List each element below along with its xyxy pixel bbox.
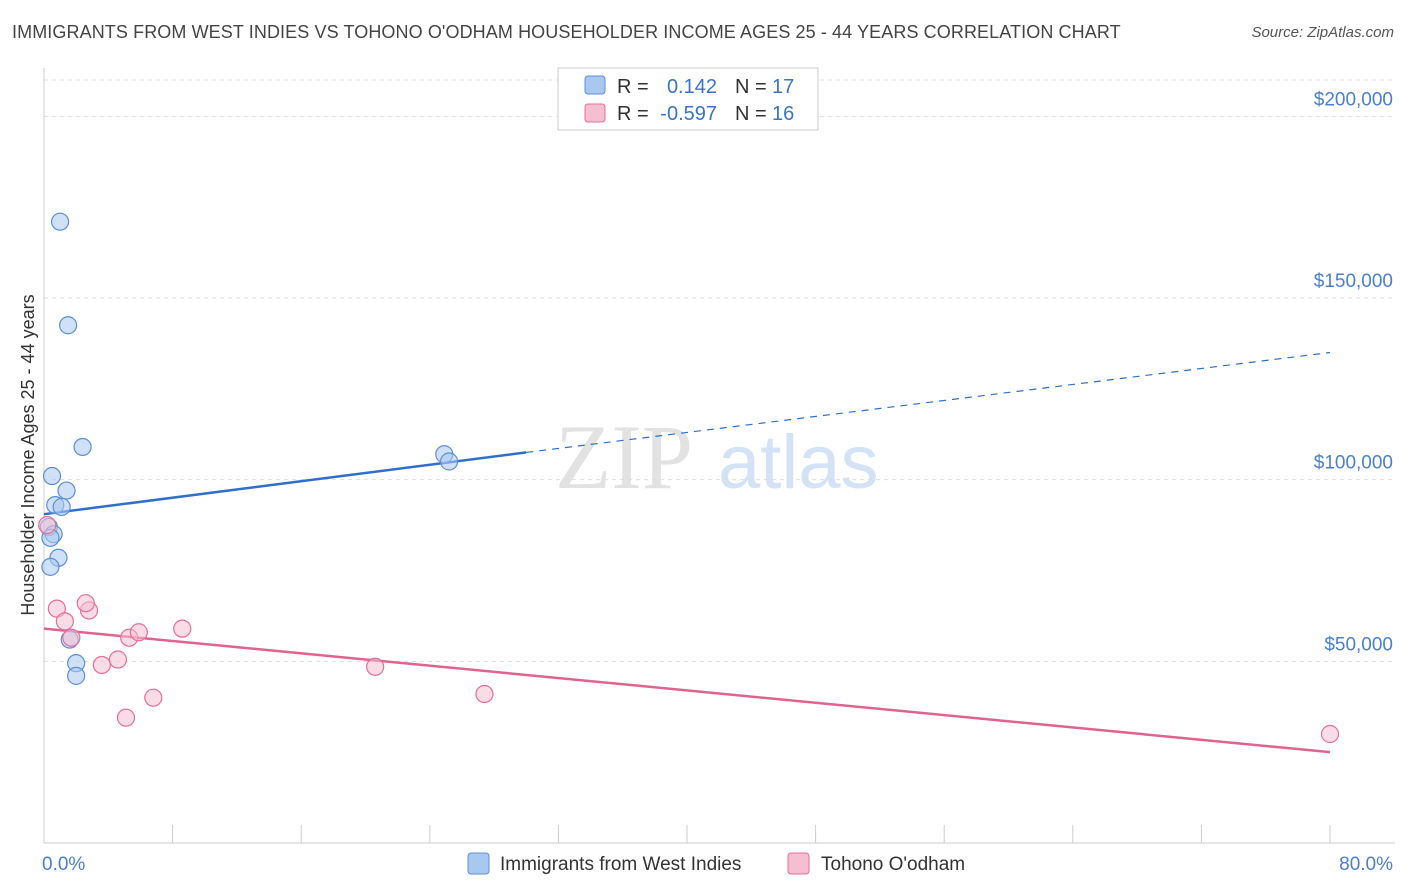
y-tick-label-1: $100,000 (1314, 453, 1393, 474)
correlation-legend: R = 0.142 N = 17 R = -0.597 N = 16 (557, 67, 819, 131)
point-pink-9 (92, 655, 111, 675)
point-pink-14 (475, 684, 494, 704)
point-pink-13 (366, 657, 385, 676)
point-pink-7 (129, 623, 148, 642)
point-pink-5 (76, 594, 95, 613)
point-blue-14 (67, 666, 86, 685)
legend-n-value-1: 17 (772, 76, 794, 98)
watermark-atlas: atlas (718, 420, 879, 505)
point-pink-8 (173, 619, 192, 638)
source-label: Source: ZipAtlas.com (1251, 24, 1394, 41)
point-pink-2 (55, 612, 74, 631)
point-blue-6 (52, 497, 71, 517)
point-blue-1 (59, 316, 78, 335)
legend-swatch-blue (584, 75, 606, 95)
legend-r-value-2: -0.597 (660, 103, 717, 125)
y-tick-label-0: $50,000 (1324, 634, 1393, 655)
series-legend-label-pink: Tohono O'odham (821, 854, 965, 875)
chart-title: IMMIGRANTS FROM WEST INDIES VS TOHONO O'… (12, 22, 1121, 42)
watermark-zip: ZIP (555, 406, 693, 508)
legend-swatch-pink (584, 103, 606, 123)
series-legend-swatch-pink (787, 852, 810, 875)
point-blue-4 (57, 481, 76, 500)
point-blue-2 (73, 437, 92, 457)
series-legend: Immigrants from West Indies Tohono O'odh… (467, 852, 965, 875)
point-pink-0 (38, 515, 57, 535)
legend-r-label-2: R = (617, 103, 649, 125)
x-tick-labels: 0.0% 80.0% (42, 854, 1393, 875)
y-tick-label-2: $150,000 (1314, 271, 1393, 292)
x-tick-label-0: 0.0% (42, 854, 85, 875)
legend-n-value-2: 16 (772, 103, 794, 125)
point-blue-11 (41, 557, 60, 576)
axes (43, 68, 1395, 844)
data-points (38, 212, 1340, 744)
legend-n-label-1: N = (735, 76, 767, 98)
point-pink-10 (108, 650, 128, 669)
y-tick-labels: $50,000 $100,000 $150,000 $200,000 (1314, 89, 1393, 655)
point-pink-3 (62, 628, 81, 647)
point-blue-0 (50, 212, 70, 231)
legend-n-label-2: N = (735, 103, 767, 125)
point-pink-11 (144, 688, 163, 707)
series-legend-swatch-blue (467, 852, 490, 875)
point-blue-3 (42, 466, 62, 486)
point-pink-15 (1320, 724, 1340, 744)
point-pink-12 (116, 708, 136, 727)
grid-lines (44, 79, 1395, 662)
trend-line-blue-extension (526, 351, 1331, 454)
trend-line-pink (43, 627, 1331, 754)
legend-r-label-1: R = (617, 76, 649, 98)
legend-r-value-1: 0.142 (667, 76, 717, 98)
y-axis-label: Householder Income Ages 25 - 44 years (18, 294, 38, 615)
point-blue-16 (439, 452, 459, 471)
y-tick-label-3: $200,000 (1314, 89, 1393, 110)
series-legend-label-blue: Immigrants from West Indies (500, 854, 741, 875)
x-tick-label-1: 80.0% (1339, 854, 1393, 875)
